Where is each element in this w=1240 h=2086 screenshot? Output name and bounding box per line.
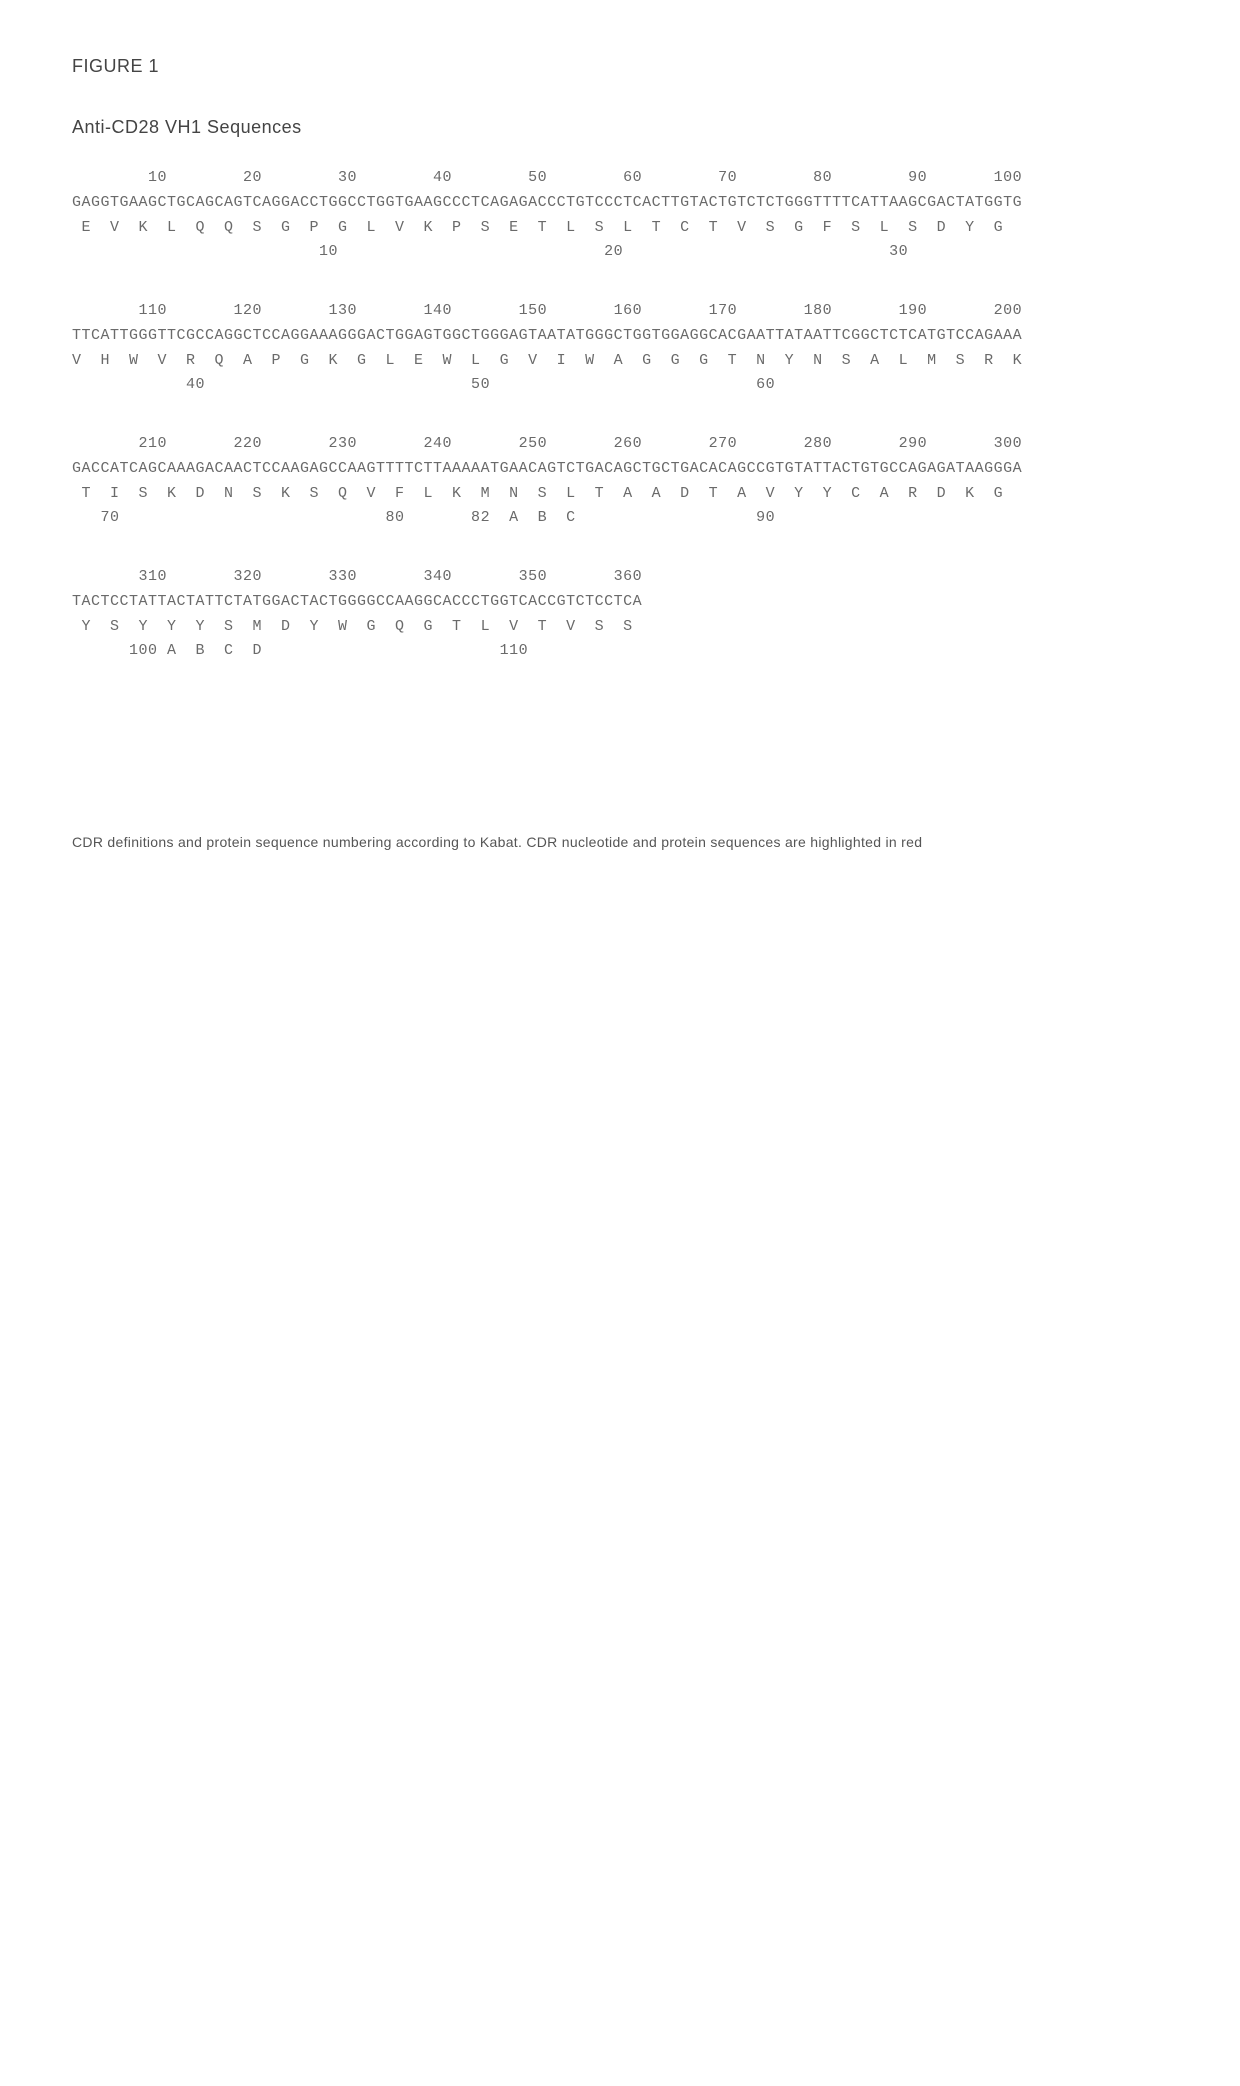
aa-ruler: 70 80 82 A B C 90 (72, 509, 775, 526)
nt-ruler: 110 120 130 140 150 160 170 180 190 200 (72, 302, 1022, 319)
nucleotide-sequence: GAGGTGAAGCTGCAGCAGTCAGGACCTGGCCTGGTGAAGC… (72, 194, 1022, 211)
sequence-block-2: 110 120 130 140 150 160 170 180 190 200 … (72, 299, 1200, 398)
protein-sequence: E V K L Q Q S G P G L V K P S E T L S L … (72, 219, 1013, 236)
nt-ruler: 210 220 230 240 250 260 270 280 290 300 (72, 435, 1022, 452)
aa-ruler: 40 50 60 (72, 376, 775, 393)
figure-label: FIGURE 1 (72, 56, 1200, 77)
protein-sequence: Y S Y Y Y S M D Y W G Q G T L V T V S S (72, 618, 642, 635)
nucleotide-sequence: GACCATCAGCAAAGACAACTCCAAGAGCCAAGTTTTCTTA… (72, 460, 1022, 477)
nt-ruler: 10 20 30 40 50 60 70 80 90 100 (72, 169, 1022, 186)
sequence-block-3: 210 220 230 240 250 260 270 280 290 300 … (72, 432, 1200, 531)
aa-ruler: 100 A B C D 110 (72, 642, 528, 659)
protein-sequence: T I S K D N S K S Q V F L K M N S L T A … (72, 485, 1013, 502)
protein-sequence: V H W V R Q A P G K G L E W L G V I W A … (72, 352, 1022, 369)
nt-ruler: 310 320 330 340 350 360 (72, 568, 642, 585)
sequence-title: Anti-CD28 VH1 Sequences (72, 117, 1200, 138)
sequence-block-4: 310 320 330 340 350 360 TACTCCTATTACTATT… (72, 565, 1200, 664)
nucleotide-sequence: TTCATTGGGTTCGCCAGGCTCCAGGAAAGGGACTGGAGTG… (72, 327, 1022, 344)
aa-ruler: 10 20 30 (72, 243, 908, 260)
sequence-block-1: 10 20 30 40 50 60 70 80 90 100 GAGGTGAAG… (72, 166, 1200, 265)
figure-caption: CDR definitions and protein sequence num… (72, 834, 1200, 850)
nucleotide-sequence: TACTCCTATTACTATTCTATGGACTACTGGGGCCAAGGCA… (72, 593, 642, 610)
